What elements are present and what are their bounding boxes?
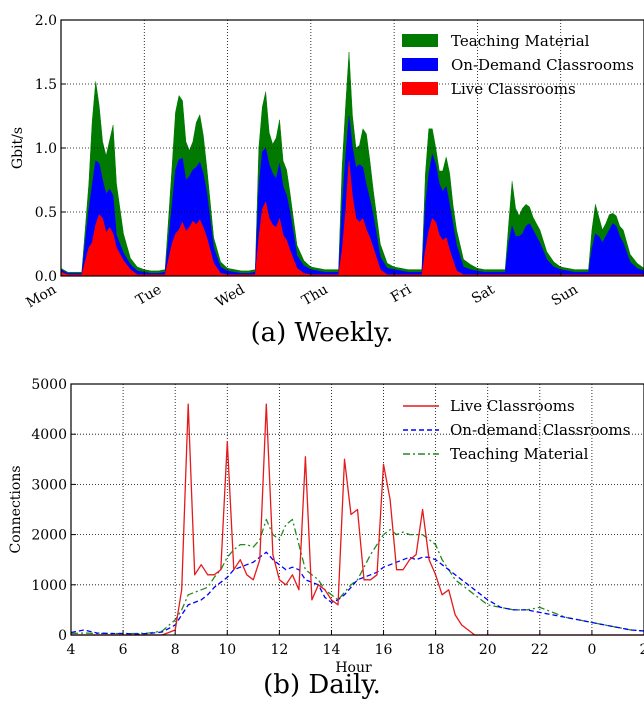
weekly-chart: 0.0 0.5 1.0 1.5 2.0 Gbit/s Mon Tue Wed Thu Fri Sat S…: [10, 13, 644, 311]
daily-xtick-label: 12: [270, 642, 288, 658]
daily-ytick-label: 0: [58, 628, 67, 644]
daily-xtick-label: 18: [427, 642, 445, 658]
daily-xtick-label: 2: [640, 642, 644, 658]
daily-xtick-label: 10: [218, 642, 236, 658]
weekly-xtick-label: Mon: [23, 282, 59, 312]
weekly-legend-label-live-classrooms: Live Classrooms: [451, 80, 576, 98]
weekly-ytick-label: 1.5: [35, 77, 57, 93]
daily-plot-frame: [70, 383, 644, 636]
daily-line-on-demand-classrooms: [70, 551, 644, 635]
weekly-ytick-label: 1.0: [35, 141, 57, 157]
daily-xtick-label: 14: [323, 642, 341, 658]
weekly-legend-swatch-live-classrooms: [402, 82, 438, 95]
daily-xtick-label: 6: [119, 642, 128, 658]
daily-ytick-label: 5000: [31, 377, 67, 393]
weekly-caption: (a) Weekly.: [250, 318, 394, 348]
weekly-legend-label-teaching-material: Teaching Material: [451, 32, 590, 50]
daily-xlabel: Hour: [335, 660, 372, 676]
daily-chart: 0 1000 2000 3000 4000 5000 Connections 4 6 8 10 12 1…: [8, 377, 644, 676]
daily-xtick-label: 16: [375, 642, 393, 658]
daily-legend-label-live-classrooms: Live Classrooms: [450, 397, 575, 415]
daily-legend-label-teaching-material: Teaching Material: [450, 445, 589, 463]
daily-ytick-label: 1000: [31, 578, 67, 594]
daily-xtick-label: 4: [67, 642, 76, 658]
daily-ylabel: Connections: [8, 465, 24, 553]
weekly-xtick-label: Sun: [549, 282, 581, 310]
weekly-xtick-label: Sat: [469, 281, 498, 307]
weekly-xtick-label: Wed: [213, 282, 247, 311]
daily-xtick-label: 0: [587, 642, 596, 658]
daily-ytick-label: 4000: [31, 427, 67, 443]
weekly-ylabel: Gbit/s: [10, 127, 26, 169]
weekly-ytick-label: 2.0: [35, 13, 57, 29]
daily-ytick-label: 3000: [31, 477, 67, 493]
weekly-legend-swatch-on-demand-classrooms: [402, 58, 438, 71]
weekly-ytick-label: 0.5: [35, 205, 57, 221]
weekly-xtick-label: Fri: [388, 281, 415, 306]
weekly-legend-swatch-teaching-material: [402, 34, 438, 47]
weekly-ytick-label: 0.0: [35, 269, 57, 285]
daily-caption: (b) Daily.: [263, 670, 381, 700]
weekly-xtick-label: Thu: [299, 282, 331, 310]
weekly-xtick-label: Tue: [133, 282, 164, 309]
weekly-legend-label-on-demand-classrooms: On-Demand Classrooms: [451, 56, 634, 74]
daily-xtick-label: 20: [479, 642, 497, 658]
daily-xtick-label: 22: [531, 642, 549, 658]
daily-legend-label-on-demand-classrooms: On-demand Classrooms: [450, 421, 630, 439]
daily-line-teaching-material: [70, 518, 644, 635]
daily-ytick-label: 2000: [31, 528, 67, 544]
daily-xtick-label: 8: [171, 642, 180, 658]
